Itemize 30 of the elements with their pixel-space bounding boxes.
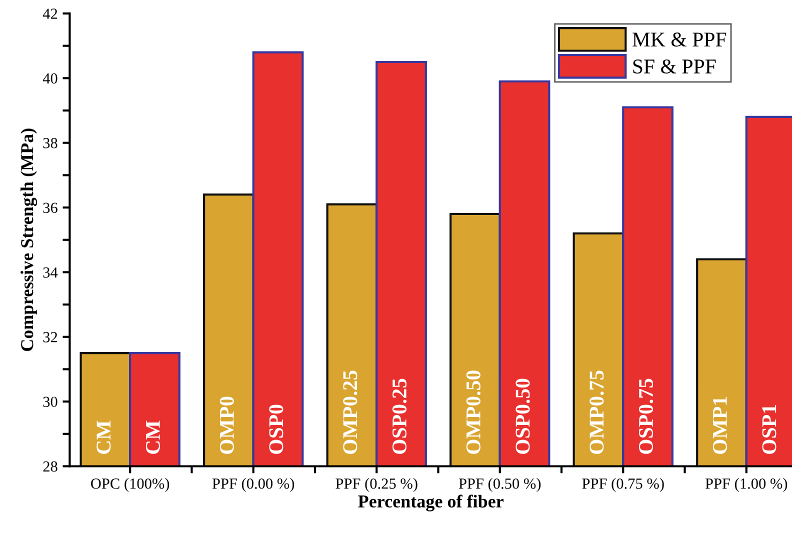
y-axis-title: Compressive Strength (MPa) [20, 128, 38, 351]
data-label: OSP0.25 [392, 378, 407, 454]
y-tick-label: 34 [43, 267, 58, 278]
legend-label: SF & PPF [633, 59, 716, 74]
x-tick-label: PPF (0.75 %) [582, 478, 664, 492]
legend-label: MK & PPF [632, 32, 726, 47]
data-label: OSP0 [269, 404, 284, 454]
data-label: OMP0.25 [343, 370, 358, 454]
data-label: OMP0.50 [466, 370, 481, 454]
data-label: CM [146, 420, 160, 454]
x-tick-label: PPF (1.00 %) [705, 478, 788, 492]
y-tick-label: 28 [43, 461, 58, 472]
x-tick-label: PPF (0.00 %) [212, 478, 294, 492]
x-axis-title: Percentage of fiber [358, 494, 504, 512]
y-tick-label: 42 [42, 8, 58, 19]
data-label: OMP0 [220, 396, 234, 454]
data-label: OMP1 [712, 396, 727, 454]
data-label: CM [96, 420, 111, 454]
y-tick-label: 32 [43, 332, 58, 342]
y-tick-label: 30 [43, 396, 58, 408]
x-tick-label: OPC (100%) [91, 478, 170, 492]
y-tick-label: 36 [43, 202, 58, 213]
x-tick-label: PPF (0.25 %) [336, 478, 418, 492]
y-tick-label: 40 [42, 73, 58, 84]
data-label: OSP0.75 [638, 378, 654, 454]
y-tick-label: 38 [43, 138, 58, 148]
data-label: OSP1 [762, 405, 776, 454]
data-label: OSP0.50 [516, 378, 530, 454]
data-label: OMP0.75 [590, 370, 604, 454]
x-tick-label: PPF (0.50 %) [458, 478, 541, 492]
